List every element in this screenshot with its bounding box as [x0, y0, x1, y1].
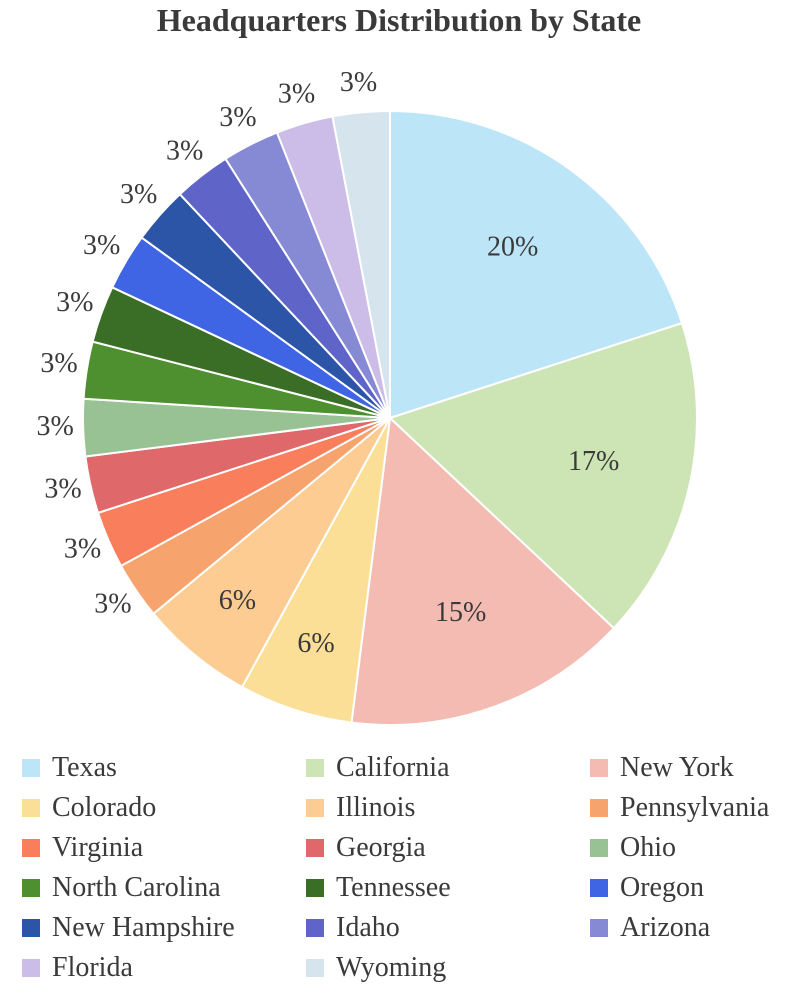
legend-label: Texas: [52, 752, 117, 783]
legend-item-idaho: Idaho: [306, 908, 400, 948]
pie-chart: 20%17%15%6%6%3%3%3%3%3%3%3%3%3%3%3% 3%: [37, 67, 698, 726]
legend-swatch: [306, 959, 324, 977]
legend-item-oregon: Oregon: [590, 868, 704, 908]
legend-label: New Hampshire: [52, 912, 235, 943]
legend-label: Tennessee: [336, 872, 451, 903]
legend-label: Virginia: [52, 832, 144, 863]
legend-swatch: [306, 759, 324, 777]
legend-item-ohio: Ohio: [590, 828, 676, 868]
legend-swatch: [590, 759, 608, 777]
legend-swatch: [306, 799, 324, 817]
legend-swatch: [306, 879, 324, 897]
legend-label: Pennsylvania: [620, 792, 770, 823]
legend-label: Oregon: [620, 872, 704, 903]
pie-data-label: 3%: [219, 102, 256, 133]
legend-swatch: [306, 919, 324, 937]
pie-slice-new-york: [350, 415, 616, 726]
legend-label: North Carolina: [52, 872, 221, 903]
legend-label: Wyoming: [336, 952, 447, 983]
pie-data-label: 15%: [435, 597, 486, 628]
legend-label: California: [336, 752, 450, 783]
pie-slice-texas: [389, 109, 684, 420]
legend-swatch: [590, 919, 608, 937]
legend-item-arizona: Arizona: [590, 908, 710, 948]
legend-item-illinois: Illinois: [306, 788, 415, 828]
legend-label: Georgia: [336, 832, 426, 863]
legend-item-texas: Texas: [22, 748, 117, 788]
legend-swatch: [22, 879, 40, 897]
legend-item-wyoming: Wyoming: [306, 948, 446, 988]
pie-data-label: 6%: [219, 585, 256, 616]
legend-label: New York: [620, 752, 734, 783]
legend-label: Ohio: [620, 832, 676, 863]
legend-item-colorado: Colorado: [22, 788, 156, 828]
pie-slice-california: [388, 321, 698, 630]
pie-data-label: 3%: [340, 67, 377, 98]
chart-title: Headquarters Distribution by State: [156, 2, 642, 38]
pie-data-label: 3%: [120, 179, 157, 210]
legend-swatch: [590, 839, 608, 857]
legend-item-new-york: New York: [590, 748, 734, 788]
legend-item-virginia: Virginia: [22, 828, 143, 868]
pie-data-label: 3%: [94, 589, 131, 620]
pie-data-label: 3%: [64, 533, 101, 564]
legend-item-pennsylvania: Pennsylvania: [590, 788, 769, 828]
legend-item-tennessee: Tennessee: [306, 868, 451, 908]
legend-item-north-carolina: North Carolina: [22, 868, 221, 908]
legend-swatch: [590, 799, 608, 817]
legend-swatch: [22, 799, 40, 817]
legend-label: Arizona: [620, 912, 711, 943]
legend-item-florida: Florida: [22, 948, 133, 988]
pie-slice-wyoming: [331, 109, 391, 419]
pie-data-label: 3%: [40, 348, 77, 379]
legend-swatch: [22, 919, 40, 937]
pie-data-label: 3%: [83, 230, 120, 261]
legend-swatch: [590, 879, 608, 897]
pie-data-label: 6%: [297, 628, 334, 659]
pie-data-label: 3%: [44, 474, 81, 505]
pie-data-label: 3%: [56, 287, 93, 318]
legend-label: Illinois: [336, 792, 416, 823]
legend-swatch: [22, 839, 40, 857]
legend-label: Florida: [52, 952, 133, 983]
legend-label: Idaho: [336, 912, 400, 943]
legend-item-new-hampshire: New Hampshire: [22, 908, 235, 948]
legend-swatch: [306, 839, 324, 857]
legend-label: Colorado: [52, 792, 157, 823]
pie-data-label: 20%: [487, 232, 538, 263]
legend-item-georgia: Georgia: [306, 828, 426, 868]
pie-data-label: 3%: [166, 136, 203, 167]
pie-data-label: 17%: [568, 446, 619, 477]
legend-swatch: [22, 759, 40, 777]
legend-swatch: [22, 959, 40, 977]
legend-item-california: California: [306, 748, 450, 788]
pie-data-label: 3%: [278, 79, 315, 110]
pie-data-label: 3%: [37, 411, 74, 442]
